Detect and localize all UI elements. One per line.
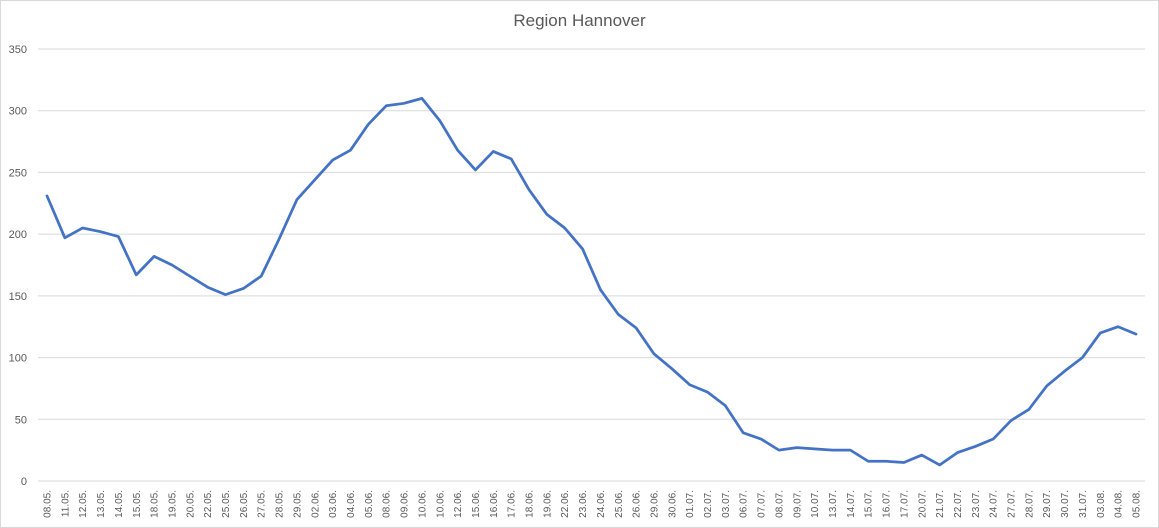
- x-tick-label: 30.07.: [1060, 490, 1071, 518]
- x-tick-label: 14.07.: [846, 490, 857, 518]
- x-tick-label: 03.08.: [1096, 490, 1107, 518]
- x-tick-label: 02.07.: [703, 490, 714, 518]
- y-tick-label: 350: [9, 44, 27, 56]
- x-tick-label: 10.06.: [435, 490, 446, 518]
- y-axis-ticks: 0 50 100 150 200 250 300 350: [9, 44, 27, 488]
- x-tick-label: 23.07.: [971, 490, 982, 518]
- x-tick-label: 26.05.: [239, 490, 250, 518]
- x-tick-label: 21.07.: [935, 490, 946, 518]
- x-tick-label: 13.07.: [828, 490, 839, 518]
- x-tick-label: 20.05.: [185, 490, 196, 518]
- x-tick-label: 07.07.: [757, 490, 768, 518]
- x-tick-label: 20.07.: [917, 490, 928, 518]
- x-tick-label: 02.06.: [310, 490, 321, 518]
- x-tick-label: 14.05.: [114, 490, 125, 518]
- x-tick-label: 04.08.: [1114, 490, 1125, 518]
- x-tick-label: 03.07.: [721, 490, 732, 518]
- x-tick-label: 22.07.: [953, 490, 964, 518]
- x-tick-label: 28.05.: [275, 490, 286, 518]
- x-tick-label: 16.06.: [489, 490, 500, 518]
- x-tick-label: 27.07.: [1007, 490, 1018, 518]
- x-tick-label: 15.07.: [864, 490, 875, 518]
- x-tick-label: 23.06.: [578, 490, 589, 518]
- x-tick-label: 18.06.: [525, 490, 536, 518]
- x-tick-label: 24.07.: [989, 490, 1000, 518]
- x-tick-label: 22.06.: [560, 490, 571, 518]
- x-tick-label: 19.05.: [167, 490, 178, 518]
- x-tick-label: 16.07.: [882, 490, 893, 518]
- x-tick-label: 25.05.: [221, 490, 232, 518]
- x-tick-label: 06.07.: [739, 490, 750, 518]
- x-tick-label: 04.06.: [346, 490, 357, 518]
- x-tick-label: 28.07.: [1024, 490, 1035, 518]
- x-tick-label: 18.05.: [150, 490, 161, 518]
- y-tick-label: 300: [9, 106, 27, 118]
- chart-title: Region Hannover: [513, 11, 646, 30]
- series-layer: [45, 96, 1138, 467]
- x-tick-label: 10.06.: [417, 490, 428, 518]
- x-tick-label: 27.05.: [257, 490, 268, 518]
- x-tick-label: 03.06.: [328, 490, 339, 518]
- y-tick-label: 150: [9, 291, 27, 303]
- x-tick-label: 13.05.: [96, 490, 107, 518]
- y-tick-label: 100: [9, 353, 27, 365]
- x-tick-label: 25.06.: [614, 490, 625, 518]
- x-tick-label: 15.05.: [132, 490, 143, 518]
- y-tick-label: 200: [9, 229, 27, 241]
- x-tick-label: 10.07.: [810, 490, 821, 518]
- x-tick-label: 01.07.: [685, 490, 696, 518]
- x-tick-label: 05.08.: [1132, 490, 1143, 518]
- x-tick-label: 08.05.: [43, 490, 54, 518]
- x-tick-label: 17.06.: [507, 490, 518, 518]
- x-tick-label: 08.07.: [774, 490, 785, 518]
- x-tick-label: 12.06.: [453, 490, 464, 518]
- x-tick-label: 29.07.: [1042, 490, 1053, 518]
- x-tick-label: 24.06.: [596, 490, 607, 518]
- x-tick-label: 22.05.: [203, 490, 214, 518]
- x-tick-label: 29.05.: [292, 490, 303, 518]
- series-line-0: [45, 96, 1138, 467]
- x-tick-label: 29.06.: [649, 490, 660, 518]
- x-tick-label: 11.05.: [60, 490, 71, 517]
- x-tick-label: 19.06.: [542, 490, 553, 518]
- x-tick-label: 31.07.: [1078, 490, 1089, 518]
- x-axis-ticks: 08.05. 11.05. 12.05. 13.05. 14.05. 15.05. 18.0…: [43, 490, 1143, 518]
- x-tick-label: 12.05.: [78, 490, 89, 518]
- y-tick-label: 250: [9, 167, 27, 179]
- x-tick-label: 17.07.: [899, 490, 910, 518]
- x-tick-label: 09.07.: [792, 490, 803, 518]
- x-tick-label: 09.06.: [400, 490, 411, 518]
- x-tick-label: 30.06.: [667, 490, 678, 518]
- gridlines: [38, 48, 1145, 482]
- y-tick-label: 50: [15, 414, 27, 426]
- x-tick-label: 08.06.: [382, 490, 393, 518]
- x-tick-label: 15.06.: [471, 490, 482, 518]
- x-tick-label: 05.06.: [364, 490, 375, 518]
- y-tick-label: 0: [21, 476, 27, 488]
- x-tick-label: 26.06.: [632, 490, 643, 518]
